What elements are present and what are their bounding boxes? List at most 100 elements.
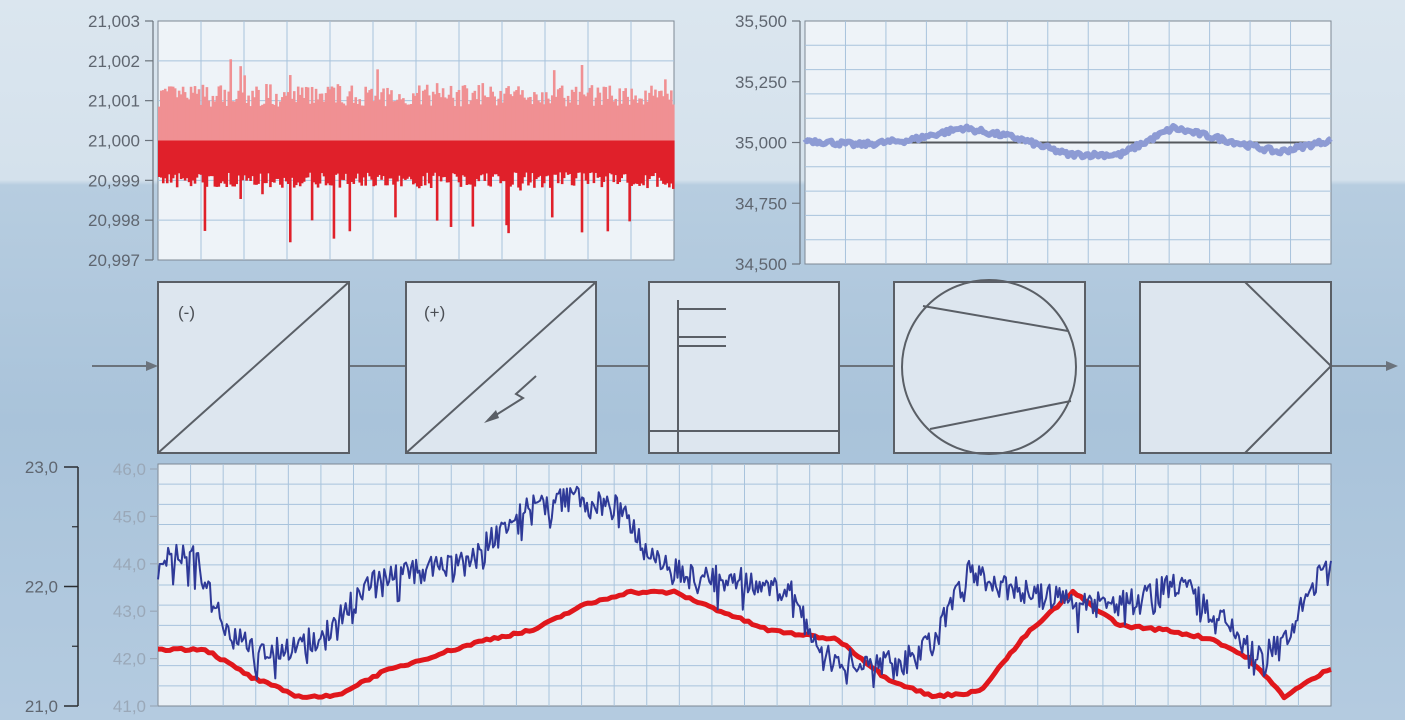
noise-bar-down [201,140,205,183]
noise-bar-up [632,99,635,141]
noise-bar-down [429,140,433,188]
noise-bar-down [439,140,443,182]
noise-bar-down [517,140,520,188]
noise-bar-up [332,87,336,141]
noise-bar-down [431,140,435,176]
noise-bar-up [548,103,552,141]
noise-bar-up [558,87,562,141]
noise-bar-down [165,140,169,184]
noise-bar-up [455,92,459,141]
noise-bar-up [423,89,427,141]
noise-bar-down [582,140,586,174]
noise-bar-down [427,140,431,184]
y-tick-label: 46,0 [113,460,146,479]
noise-bar-up [169,86,173,141]
noise-bar-up [243,75,246,141]
noise-bar-down [606,140,610,232]
noise-bar-down [370,140,373,180]
noise-bar-up [211,95,215,141]
noise-bar-down [205,140,209,187]
noise-bar-up [578,91,582,141]
noise-bar-down [189,140,193,187]
noise-bar-down [638,140,641,186]
noise-bar-down [443,140,447,177]
noise-bar-up [239,66,242,141]
noise-bar-up [672,104,675,141]
noise-bar-down [408,140,411,177]
noise-bar-down [539,140,542,176]
noise-bar-down [596,140,600,178]
noise-bar-up [495,105,498,141]
noise-bar-down [267,140,270,174]
noise-bar-down [471,140,475,227]
noise-bar-up [588,87,592,141]
noise-bar-up [185,97,189,141]
noise-bar-up [568,102,572,141]
noise-bar-down [529,140,532,183]
noise-bar-down [435,140,439,221]
noise-bar-down [217,140,221,187]
noise-bar-up [251,90,254,141]
noise-bar-up [412,93,415,141]
noise-bar-down [211,140,215,177]
noise-bar-up [304,86,308,141]
block-converter-plus-label: (+) [424,303,445,322]
noise-bar-up [292,91,296,141]
noise-bar-up [638,98,641,141]
noise-bar-down [461,140,465,176]
noise-bar-up [392,101,395,141]
noise-bar-down [590,140,594,173]
noise-bar-down [169,140,173,183]
noise-bar-up [384,106,387,141]
noise-bar-down [263,140,266,184]
noise-bar-down [191,140,195,181]
noise-bar-up [372,101,375,141]
noise-bar-up [338,86,342,141]
noise-bar-down [394,140,397,218]
noise-bar-up [552,70,556,141]
noise-bar-up [320,93,324,141]
noise-bar-up [322,101,326,141]
noise-bar-up [654,89,657,141]
noise-bar-down [175,140,179,188]
noise-bar-up [406,104,409,141]
noise-bar-up [253,97,256,141]
noise-bar-up [652,95,655,141]
noise-bar-up [163,88,167,141]
noise-bar-up [612,101,616,141]
noise-bar-up [396,99,399,141]
noise-bar-down [283,140,286,178]
noise-bar-down [515,140,518,173]
noise-bar-down [493,140,496,175]
noise-bar-up [227,91,231,141]
noise-bar-down [326,140,330,184]
noise-bar-down [537,140,540,178]
noise-bar-up [203,96,207,141]
noise-bar-up [394,101,397,141]
noise-bar-up [191,92,195,141]
noise-bar-up [263,103,266,141]
trend-chart-series-red [158,588,1332,701]
trend-chart-left-ticks: 23,0 22,0 21,0 [25,458,78,716]
noise-bar-down [453,140,457,175]
noise-bar-up [489,86,493,141]
noise-bar-up [419,104,423,141]
noise-bar-down [421,140,425,177]
noise-bar-up [257,89,260,141]
noise-bar-down [239,140,242,199]
noise-bar-down [259,140,262,174]
noise-bar-up [439,97,443,141]
noise-bar-down [664,140,667,185]
noise-bar-up [598,92,602,141]
noise-bar-down [489,140,493,187]
noise-bar-down [479,140,483,176]
noise-bar-down [277,140,280,179]
noise-bar-down [177,140,181,174]
noise-bar-up [465,88,469,141]
noise-bar-down [296,140,300,183]
noise-bar-down [306,140,310,178]
noise-bar-down [574,140,578,179]
noise-bar-up [370,88,373,141]
noise-bar-up [247,95,250,141]
noise-bar-up [537,100,540,141]
